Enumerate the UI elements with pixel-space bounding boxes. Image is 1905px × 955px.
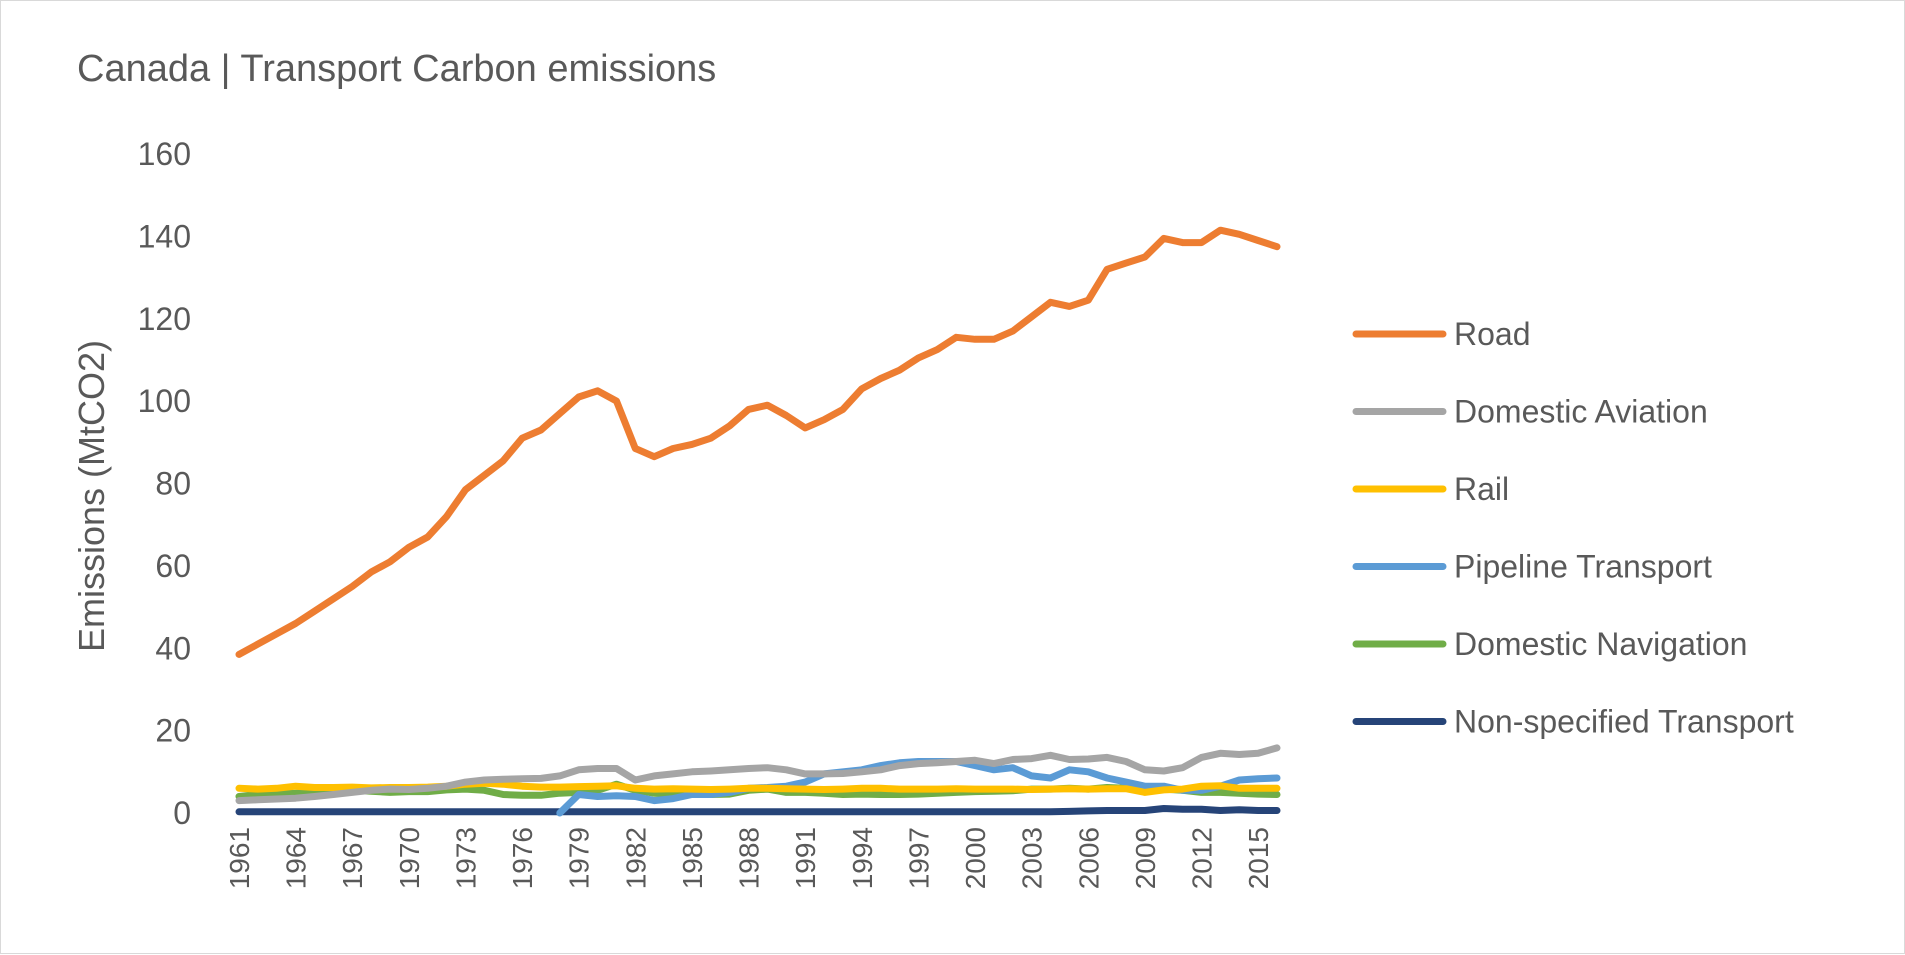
y-axis-label: Emissions (MtCO2) [71, 340, 112, 652]
y-tick-label: 80 [155, 466, 191, 502]
x-axis-ticks: 1961 1964 1967 1970 1973 1976 1979 1982 1985 1988… [224, 827, 1274, 889]
x-tick-label: 2006 [1073, 827, 1104, 889]
legend-label-domestic-aviation: Domestic Aviation [1454, 394, 1708, 430]
y-axis-ticks: 0 20 40 60 80 100 120 140 160 [138, 136, 191, 831]
y-tick-label: 60 [155, 548, 191, 584]
legend-label-road: Road [1454, 316, 1531, 352]
y-tick-label: 0 [173, 795, 191, 831]
y-tick-label: 120 [138, 301, 191, 337]
legend-label-non-specified-transport: Non-specified Transport [1454, 704, 1794, 740]
y-tick-label: 20 [155, 713, 191, 749]
series-line-domestic-aviation [235, 744, 1281, 805]
x-tick-label: 1961 [224, 827, 255, 889]
x-tick-label: 1997 [903, 827, 934, 889]
series-line-road [235, 226, 1281, 658]
x-tick-label: 1964 [281, 827, 312, 889]
x-tick-label: 2009 [1130, 827, 1161, 889]
legend-label-domestic-navigation: Domestic Navigation [1454, 626, 1747, 662]
x-tick-label: 2015 [1243, 827, 1274, 889]
y-tick-label: 140 [138, 218, 191, 254]
legend-label-rail: Rail [1454, 471, 1509, 507]
legend: Road Domestic Aviation Rail Pipeline Transp… [1352, 316, 1794, 740]
y-tick-label: 160 [138, 136, 191, 172]
x-tick-label: 1982 [620, 827, 651, 889]
legend-label-pipeline-transport: Pipeline Transport [1454, 549, 1712, 585]
x-tick-label: 2003 [1017, 827, 1048, 889]
series-lines [235, 226, 1281, 817]
x-tick-label: 1994 [847, 827, 878, 889]
x-tick-label: 1973 [450, 827, 481, 889]
x-tick-label: 2000 [960, 827, 991, 889]
y-tick-label: 100 [138, 383, 191, 419]
x-tick-label: 2012 [1187, 827, 1218, 889]
series-line-non-specified-transport [235, 805, 1281, 816]
x-tick-label: 1991 [790, 827, 821, 889]
x-tick-label: 1988 [734, 827, 765, 889]
chart-title: Canada | Transport Carbon emissions [77, 48, 716, 90]
x-tick-label: 1967 [337, 827, 368, 889]
x-tick-label: 1970 [394, 827, 425, 889]
x-tick-label: 1985 [677, 827, 708, 889]
x-tick-label: 1976 [507, 827, 538, 889]
y-tick-label: 40 [155, 630, 191, 666]
x-tick-label: 1979 [564, 827, 595, 889]
